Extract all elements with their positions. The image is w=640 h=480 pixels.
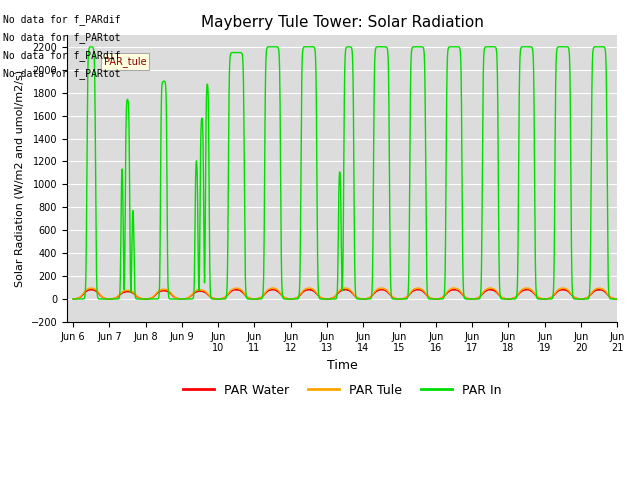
Text: No data for f_PARtot: No data for f_PARtot	[3, 68, 121, 79]
Text: No data for f_PARtot: No data for f_PARtot	[3, 32, 121, 43]
Y-axis label: Solar Radiation (W/m2 and umol/m2/s): Solar Radiation (W/m2 and umol/m2/s)	[15, 70, 25, 287]
Text: No data for f_PARdif: No data for f_PARdif	[3, 13, 121, 24]
Text: No data for f_PARdif: No data for f_PARdif	[3, 50, 121, 61]
Text: PAR_tule: PAR_tule	[104, 56, 147, 67]
Title: Mayberry Tule Tower: Solar Radiation: Mayberry Tule Tower: Solar Radiation	[201, 15, 484, 30]
X-axis label: Time: Time	[327, 359, 358, 372]
Legend: PAR Water, PAR Tule, PAR In: PAR Water, PAR Tule, PAR In	[178, 379, 506, 402]
